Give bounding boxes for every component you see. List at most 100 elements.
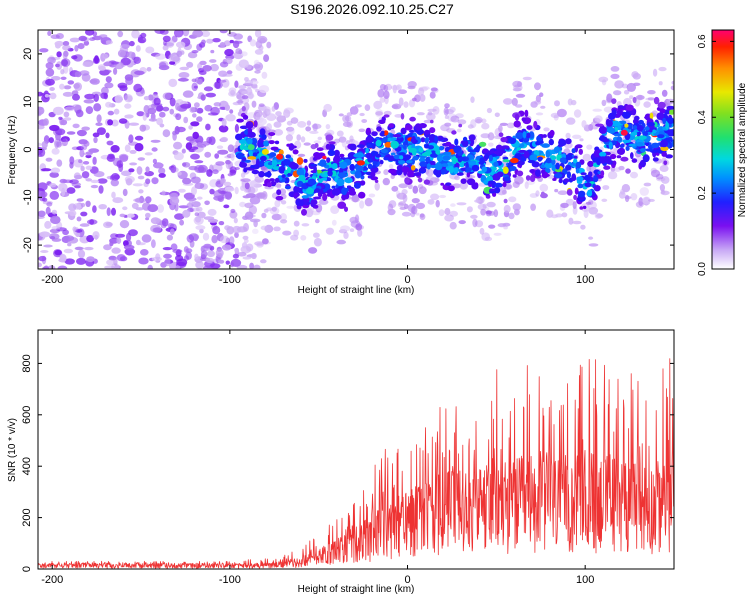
spectrogram-cell [241, 51, 248, 57]
spectrogram-cell [573, 155, 578, 159]
spectrogram-cell [124, 175, 135, 183]
spectrogram-cell [223, 40, 231, 47]
spectrogram-cell [427, 145, 434, 150]
spectrogram-cell [247, 156, 257, 160]
spectrogram-cell [588, 171, 593, 178]
spectrogram-cell [290, 117, 299, 124]
spectrogram-cell [200, 250, 208, 258]
spectrogram-cell [136, 111, 145, 117]
spectrogram-cell [543, 127, 550, 132]
spectrogram-cell [184, 255, 189, 261]
spectrogram-cell [617, 105, 625, 109]
spectrogram-cell [396, 168, 403, 176]
spectrogram-cell [409, 116, 416, 122]
spectrogram-cell [514, 113, 520, 121]
spectrogram-cell [62, 91, 74, 97]
spectrogram-cell [372, 164, 377, 169]
spectrogram-cell [229, 39, 234, 44]
spectrogram-cell [309, 130, 319, 134]
spectrogram-cell [279, 213, 287, 221]
spectrogram-cell [516, 170, 524, 177]
spectrogram-cell [59, 254, 67, 263]
spectrogram-cell [492, 173, 501, 181]
spectrogram-cell [80, 144, 88, 151]
spectrogram-cell [668, 109, 674, 115]
spectrogram-cell [148, 118, 158, 122]
spectrogram-cell [375, 111, 383, 116]
spectrogram-cell [158, 64, 170, 71]
spectrogram-cell [174, 125, 180, 135]
spectrogram-cell [261, 212, 267, 219]
spectrogram-cell [209, 263, 221, 269]
spectrogram-cell [249, 262, 254, 269]
spectrogram-cell [192, 131, 199, 140]
spectrogram-cell [190, 176, 201, 184]
spectrogram-cell [420, 137, 426, 143]
spectrogram-cell [403, 145, 407, 150]
spectrogram-cell [573, 194, 577, 200]
spectrogram-cell [383, 114, 390, 118]
spectrogram-cell [103, 244, 112, 251]
spectrogram-cell [303, 142, 311, 146]
spectrogram-cell [605, 97, 613, 104]
spectrogram-cell [298, 199, 305, 207]
spectrogram-cell [85, 178, 92, 182]
spectrogram-cell [651, 142, 660, 149]
spectrogram-cell [46, 202, 53, 207]
spectrogram-cell [625, 168, 631, 174]
spectrogram-cell [564, 142, 573, 149]
spectrogram-cell [642, 154, 650, 163]
spectrogram-cell [638, 119, 644, 125]
spectrogram-cell [436, 154, 443, 162]
spectrogram-cell [105, 40, 113, 45]
spectrogram-cell [628, 143, 636, 147]
spectrogram-cell [48, 137, 54, 144]
spectrogram-cell [38, 142, 42, 147]
spectrogram-cell [512, 203, 521, 211]
spectrogram-cell [488, 224, 496, 229]
spectrogram-cell [426, 163, 431, 170]
spectrogram-cell [80, 202, 86, 208]
spectrogram-cell [418, 168, 427, 172]
spectrogram-cell [195, 216, 202, 223]
spectrogram-cell [366, 127, 371, 133]
spectrogram-cell [156, 105, 164, 112]
spectrogram-cell [635, 201, 644, 208]
spectrogram-cell [493, 161, 499, 167]
spectrogram-cell [205, 92, 216, 98]
spectrogram-cell [646, 122, 655, 127]
spectrogram-cell [268, 140, 275, 145]
spectrogram-cell [458, 220, 466, 225]
spectrogram-cell [487, 132, 495, 141]
spectrogram-cell [242, 114, 249, 120]
spectrogram-cell [44, 220, 52, 229]
spectrogram-cell [273, 121, 282, 128]
spectrogram-cell [81, 171, 90, 179]
spectrogram-cell [285, 154, 292, 159]
spectrogram-cell [539, 92, 544, 97]
y-tick-label: 200 [21, 508, 33, 526]
spectrogram-cell [484, 206, 490, 212]
spectrogram-cell [541, 169, 546, 175]
spectrogram-cell [328, 141, 336, 145]
spectrogram-cell [228, 87, 237, 94]
spectrogram-cell [462, 136, 468, 142]
spectrogram-cell [124, 103, 132, 109]
spectrogram-cell [630, 131, 638, 136]
spectrogram-cell [621, 83, 629, 89]
spectrogram-cell [218, 125, 229, 133]
spectrogram-cell [454, 138, 459, 146]
spectrogram-hotspot [261, 148, 269, 155]
spectrogram-cell [398, 201, 407, 206]
spectrogram-cell [263, 140, 270, 147]
spectrogram-cell [578, 148, 583, 155]
spectrogram-cell [162, 106, 170, 112]
spectrogram-cell [625, 146, 630, 151]
spectrogram-cell [182, 90, 194, 98]
spectrogram-cell [158, 173, 166, 178]
spectrogram-cell [419, 94, 426, 102]
spectrogram-cell [45, 157, 53, 162]
spectrogram-cell [194, 253, 199, 260]
y-tick-label: 600 [21, 406, 33, 424]
